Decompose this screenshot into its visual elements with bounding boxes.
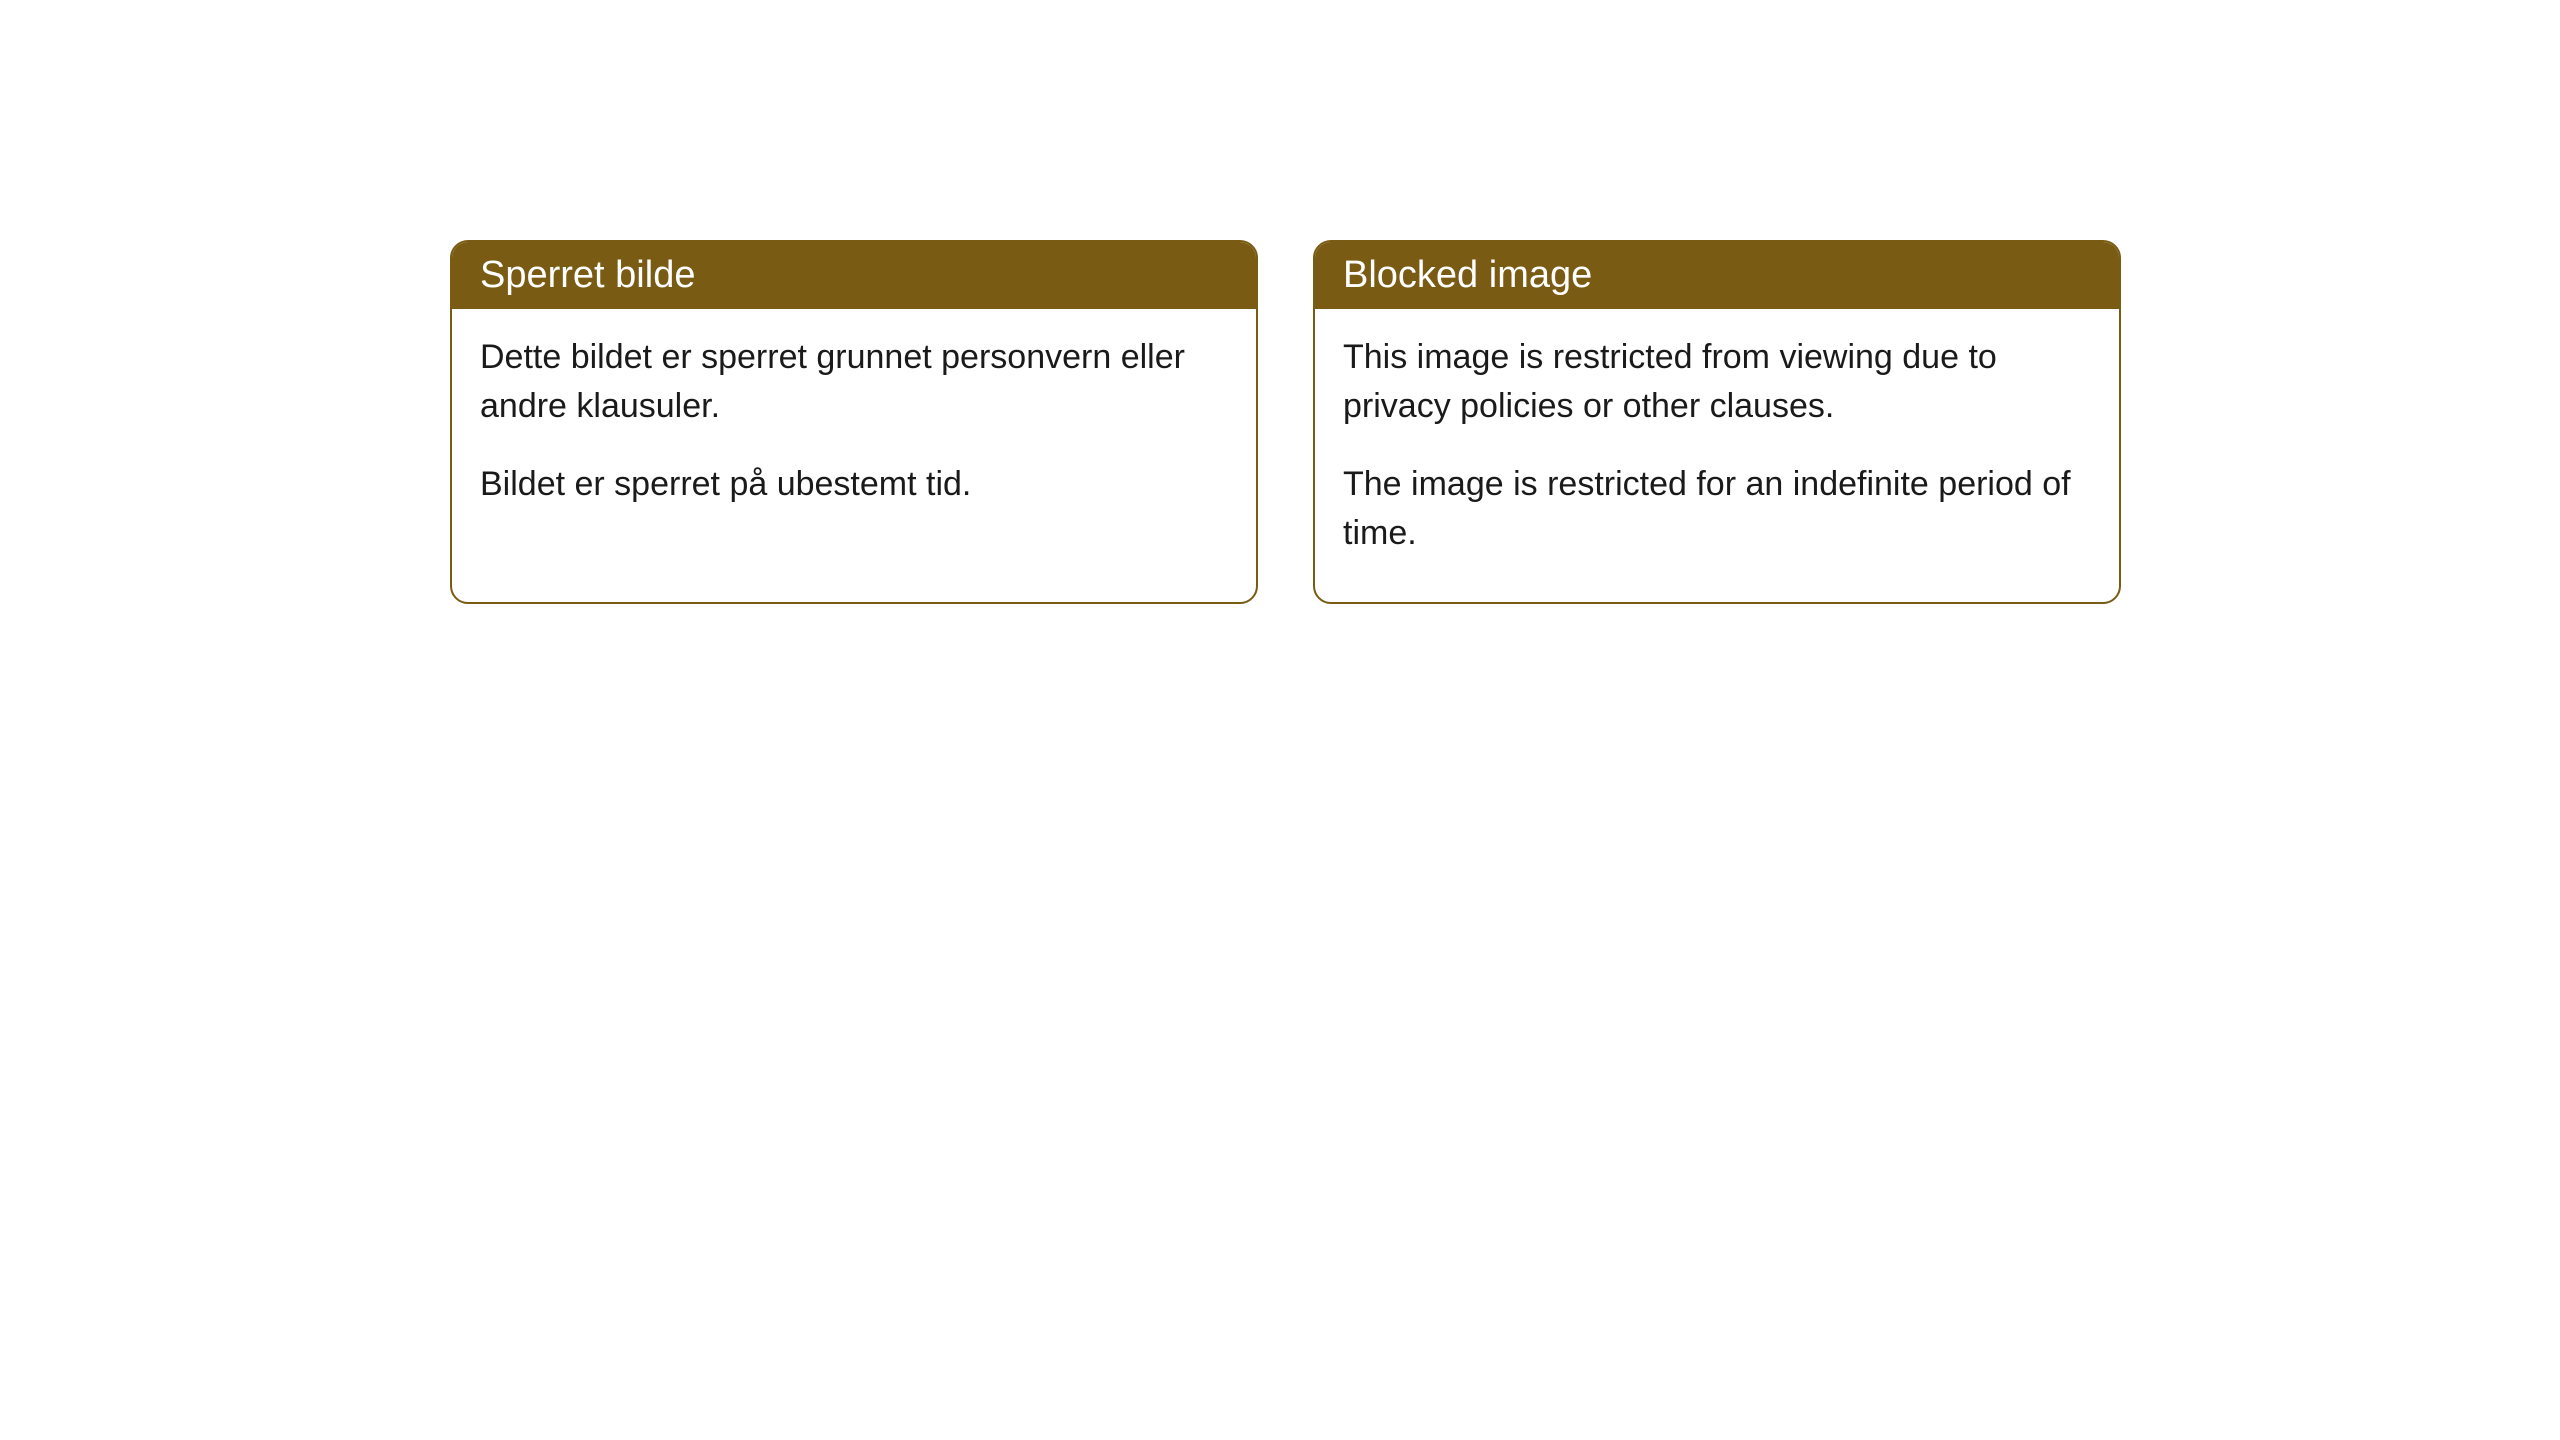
card-paragraph: This image is restricted from viewing du… [1343,333,2091,432]
card-body: This image is restricted from viewing du… [1315,309,2119,602]
card-paragraph: The image is restricted for an indefinit… [1343,460,2091,559]
card-title: Blocked image [1343,254,1592,296]
blocked-image-card-english: Blocked image This image is restricted f… [1313,240,2121,604]
card-title: Sperret bilde [480,254,695,296]
card-header: Blocked image [1315,242,2119,309]
card-header: Sperret bilde [452,242,1256,309]
notice-cards-container: Sperret bilde Dette bildet er sperret gr… [450,240,2121,604]
blocked-image-card-norwegian: Sperret bilde Dette bildet er sperret gr… [450,240,1258,604]
card-paragraph: Bildet er sperret på ubestemt tid. [480,460,1228,509]
card-body: Dette bildet er sperret grunnet personve… [452,309,1256,553]
card-paragraph: Dette bildet er sperret grunnet personve… [480,333,1228,432]
